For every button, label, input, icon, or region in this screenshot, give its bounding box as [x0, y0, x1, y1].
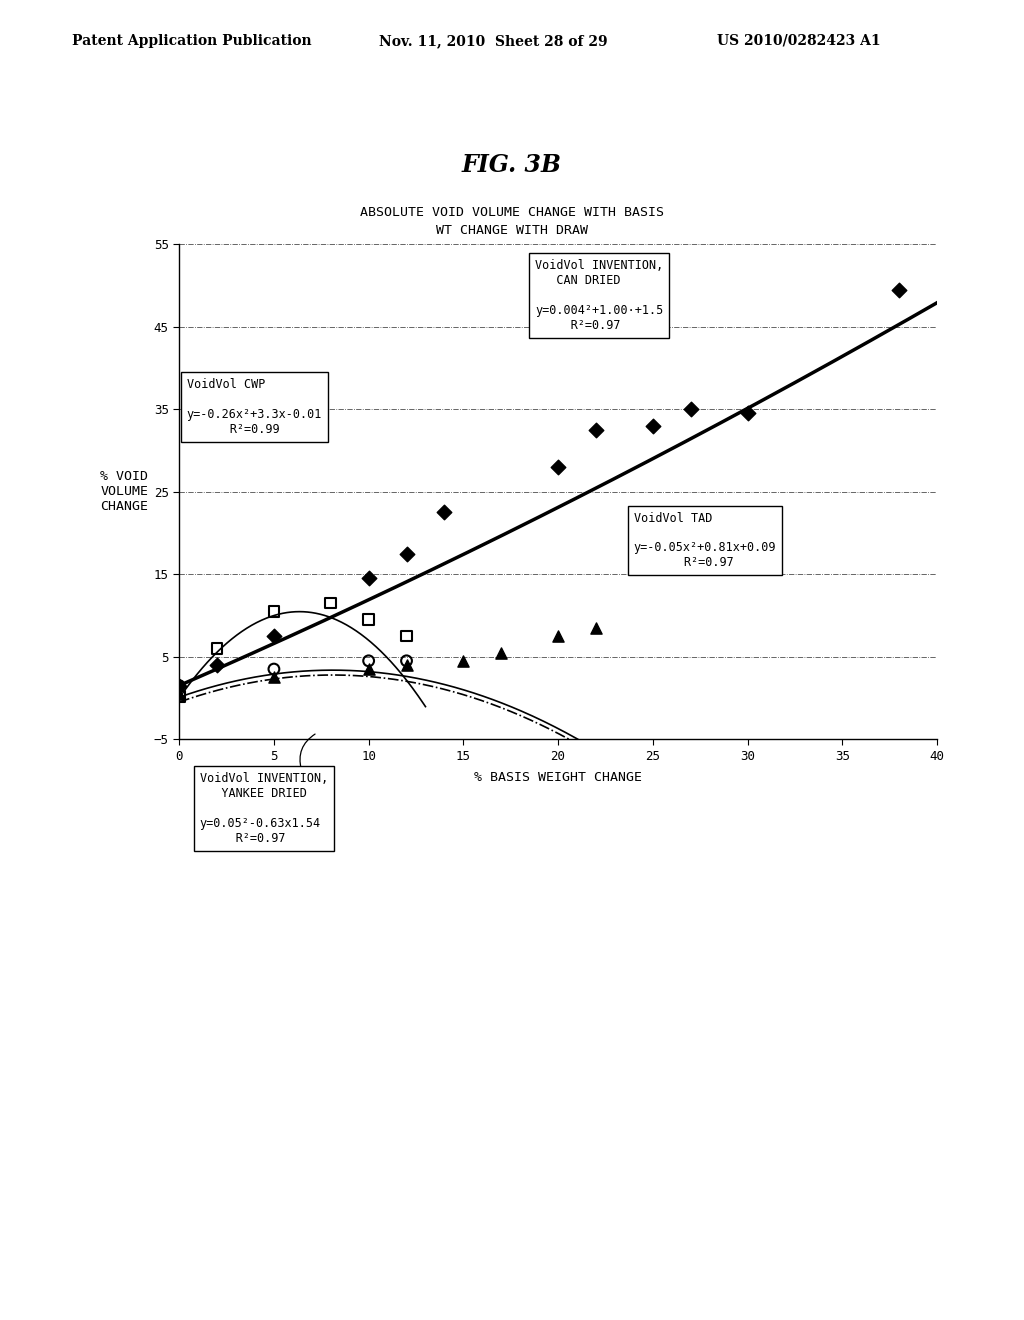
Point [171, 684, 187, 705]
Point [739, 403, 756, 424]
Y-axis label: % VOID
VOLUME
CHANGE: % VOID VOLUME CHANGE [100, 470, 148, 513]
Point [455, 651, 471, 672]
Point [398, 655, 415, 676]
Point [494, 642, 510, 663]
Text: VoidVol TAD

y=-0.05x²+0.81x+0.09
       R²=0.97: VoidVol TAD y=-0.05x²+0.81x+0.09 R²=0.97 [634, 511, 776, 569]
Text: WT CHANGE WITH DRAW: WT CHANGE WITH DRAW [436, 223, 588, 236]
Text: ABSOLUTE VOID VOLUME CHANGE WITH BASIS: ABSOLUTE VOID VOLUME CHANGE WITH BASIS [360, 206, 664, 219]
Text: VoidVol CWP

y=-0.26x²+3.3x-0.01
      R²=0.99: VoidVol CWP y=-0.26x²+3.3x-0.01 R²=0.99 [186, 378, 323, 436]
Point [171, 686, 187, 708]
Point [398, 651, 415, 672]
Point [682, 399, 698, 420]
Point [209, 638, 225, 659]
Point [323, 593, 339, 614]
Point [398, 543, 415, 564]
Point [360, 568, 377, 589]
Point [171, 675, 187, 696]
Point [588, 618, 604, 639]
Point [265, 626, 282, 647]
Point [360, 659, 377, 680]
Text: US 2010/0282423 A1: US 2010/0282423 A1 [717, 34, 881, 48]
Point [891, 279, 907, 300]
Point [550, 457, 566, 478]
Point [265, 601, 282, 622]
Point [550, 626, 566, 647]
Text: Nov. 11, 2010  Sheet 28 of 29: Nov. 11, 2010 Sheet 28 of 29 [379, 34, 607, 48]
X-axis label: % BASIS WEIGHT CHANGE: % BASIS WEIGHT CHANGE [474, 771, 642, 784]
Point [588, 420, 604, 441]
Point [645, 414, 662, 436]
Point [398, 626, 415, 647]
Point [209, 655, 225, 676]
Text: VoidVol INVENTION,
   YANKEE DRIED

y=0.05²-0.63x1.54
     R²=0.97: VoidVol INVENTION, YANKEE DRIED y=0.05²-… [200, 772, 328, 845]
Point [436, 502, 453, 523]
Text: VoidVol INVENTION,
   CAN DRIED

y=0.004²+1.00·+1.5
     R²=0.97: VoidVol INVENTION, CAN DRIED y=0.004²+1.… [536, 259, 664, 333]
Point [360, 609, 377, 630]
Point [265, 667, 282, 688]
Point [265, 659, 282, 680]
Point [360, 651, 377, 672]
Point [171, 675, 187, 696]
Text: Patent Application Publication: Patent Application Publication [72, 34, 311, 48]
Text: FIG. 3B: FIG. 3B [462, 153, 562, 177]
